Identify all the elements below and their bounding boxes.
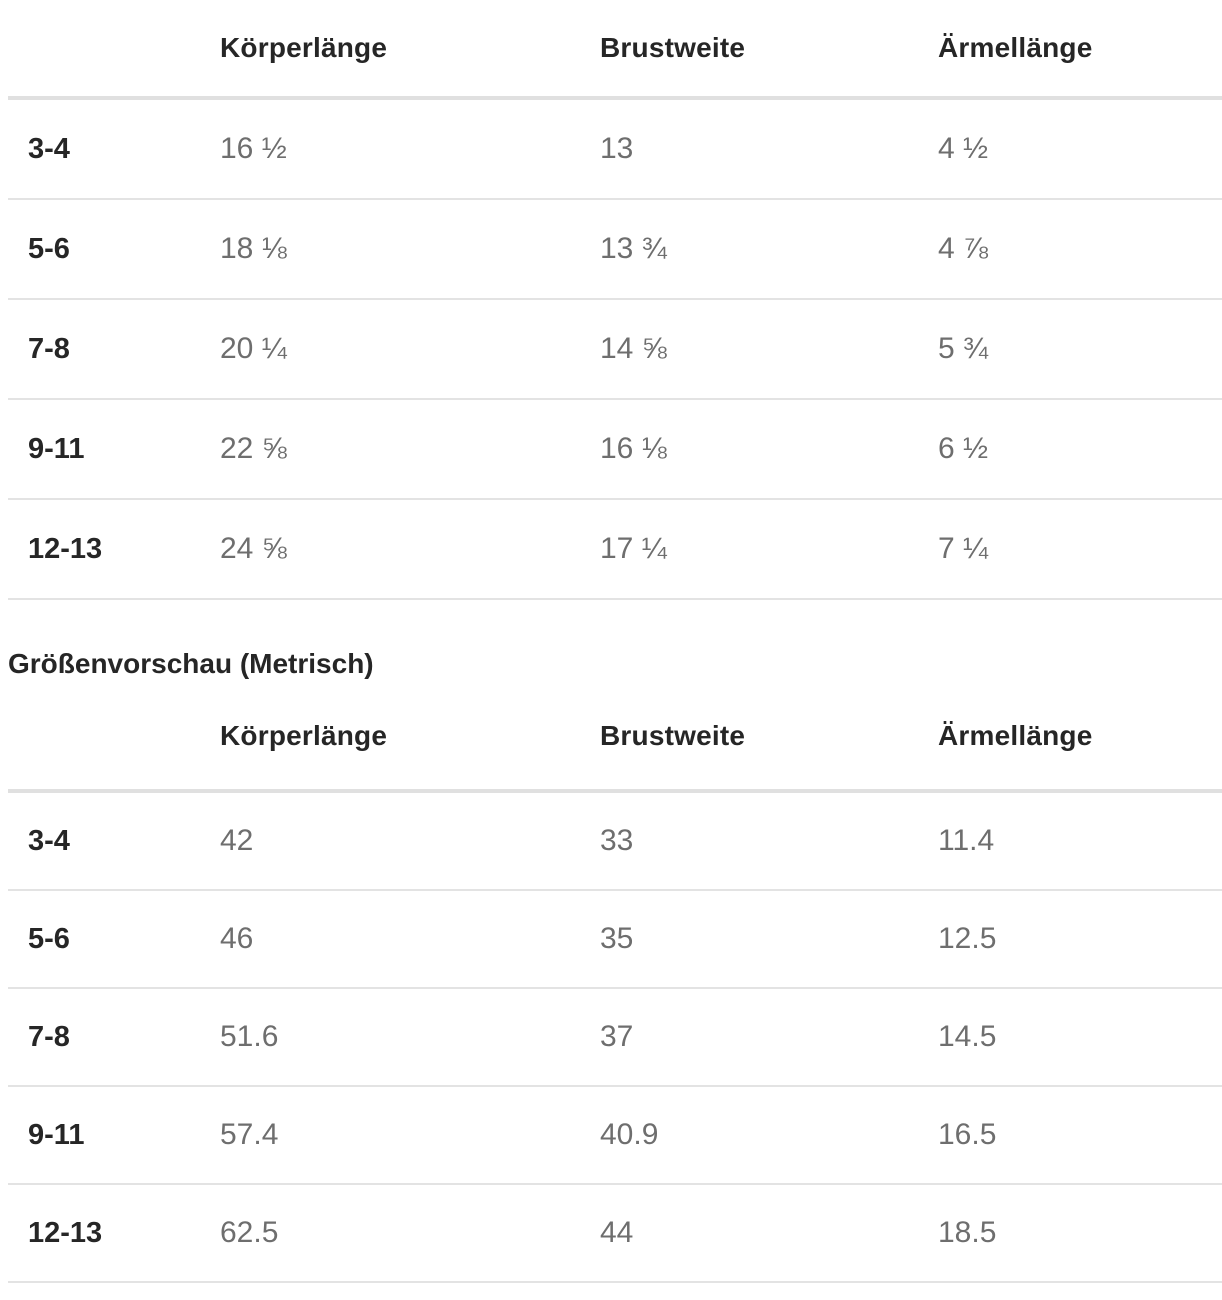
size-label: 12-13	[8, 499, 220, 600]
metric-column-header-brustweite: Brustweite	[600, 682, 938, 793]
measurement-value: 17 ¼	[600, 499, 938, 600]
size-label: 3-4	[8, 98, 220, 200]
measurement-value: 16 ⅛	[600, 399, 938, 500]
table-row: 7-8 51.6 37 14.5	[8, 988, 1222, 1087]
size-label: 3-4	[8, 791, 220, 891]
measurement-value: 37	[600, 988, 938, 1087]
measurement-value: 18 ⅛	[220, 199, 600, 300]
measurement-value: 62.5	[220, 1184, 600, 1283]
size-label: 12-13	[8, 1184, 220, 1283]
measurement-value: 16.5	[938, 1086, 1222, 1185]
measurement-value: 46	[220, 890, 600, 989]
measurement-value: 20 ¼	[220, 299, 600, 400]
table-row: 3-4 42 33 11.4	[8, 791, 1222, 891]
measurement-value: 16 ½	[220, 98, 600, 200]
measurement-value: 5 ¾	[938, 299, 1222, 400]
table-row: 5-6 46 35 12.5	[8, 890, 1222, 989]
measurement-value: 6 ½	[938, 399, 1222, 500]
size-label: 7-8	[8, 299, 220, 400]
metric-section-heading: Größenvorschau (Metrisch)	[8, 648, 374, 679]
measurement-value: 44	[600, 1184, 938, 1283]
measurement-value: 57.4	[220, 1086, 600, 1185]
metric-header-row: Körperlänge Brustweite Ärmellänge	[8, 682, 1222, 793]
imperial-size-table: Körperlänge Brustweite Ärmellänge 3-4 16 …	[8, 0, 1222, 600]
size-label: 9-11	[8, 399, 220, 500]
measurement-value: 40.9	[600, 1086, 938, 1185]
imperial-column-header-brustweite: Brustweite	[600, 0, 938, 100]
imperial-header-row: Körperlänge Brustweite Ärmellänge	[8, 0, 1222, 100]
measurement-value: 24 ⅝	[220, 499, 600, 600]
measurement-value: 35	[600, 890, 938, 989]
metric-size-table: Körperlänge Brustweite Ärmellänge 3-4 42 3…	[8, 682, 1222, 1283]
table-row: 9-11 57.4 40.9 16.5	[8, 1086, 1222, 1185]
measurement-value: 12.5	[938, 890, 1222, 989]
metric-header-empty-cell	[8, 682, 220, 793]
imperial-column-header-koerperlaenge: Körperlänge	[220, 0, 600, 100]
imperial-column-header-aermellaenge: Ärmellänge	[938, 0, 1222, 100]
table-row: 12-13 62.5 44 18.5	[8, 1184, 1222, 1283]
size-label: 5-6	[8, 890, 220, 989]
measurement-value: 14 ⅝	[600, 299, 938, 400]
measurement-value: 13	[600, 98, 938, 200]
size-label: 9-11	[8, 1086, 220, 1185]
imperial-header-empty-cell	[8, 0, 220, 100]
measurement-value: 22 ⅝	[220, 399, 600, 500]
measurement-value: 4 ½	[938, 98, 1222, 200]
measurement-value: 13 ¾	[600, 199, 938, 300]
measurement-value: 42	[220, 791, 600, 891]
measurement-value: 18.5	[938, 1184, 1222, 1283]
measurement-value: 7 ¼	[938, 499, 1222, 600]
size-label: 7-8	[8, 988, 220, 1087]
metric-column-header-aermellaenge: Ärmellänge	[938, 682, 1222, 793]
table-row: 3-4 16 ½ 13 4 ½	[8, 98, 1222, 200]
measurement-value: 11.4	[938, 791, 1222, 891]
measurement-value: 51.6	[220, 988, 600, 1087]
measurement-value: 14.5	[938, 988, 1222, 1087]
size-label: 5-6	[8, 199, 220, 300]
metric-column-header-koerperlaenge: Körperlänge	[220, 682, 600, 793]
measurement-value: 4 ⅞	[938, 199, 1222, 300]
measurement-value: 33	[600, 791, 938, 891]
